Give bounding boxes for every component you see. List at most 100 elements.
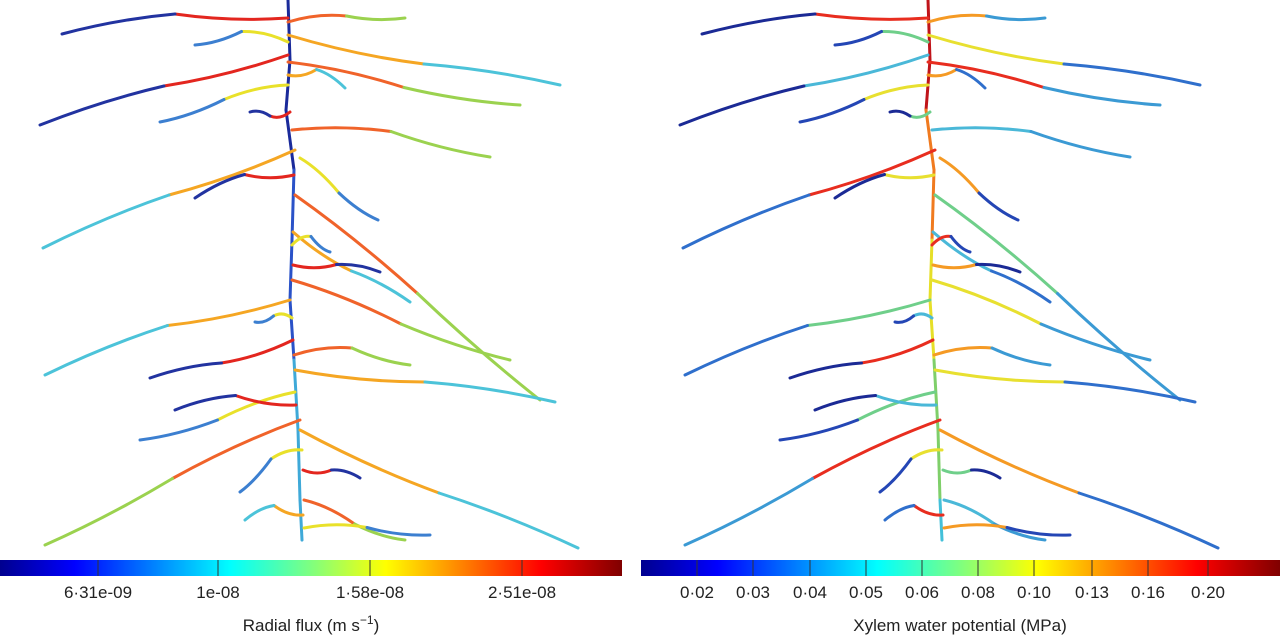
lateral-root [888,109,912,118]
lateral-root [416,292,542,402]
root-drawings [38,0,1220,550]
lateral-root [315,68,347,90]
lateral-root [422,62,562,87]
label-sup: −1 [360,613,374,627]
lateral-root [938,156,981,195]
lateral-root [302,523,369,530]
lateral-root [290,126,393,133]
lateral-root [243,504,276,522]
taproot [288,238,294,302]
lateral-root [985,14,1047,22]
lateral-root [193,30,243,47]
lateral-root [286,13,348,24]
lateral-root [833,173,886,200]
taproot [928,238,934,302]
taproot [936,428,942,502]
lateral-root [269,448,304,461]
colorbar-tick-label: 2·51e-08 [488,583,556,602]
lateral-root [806,298,932,327]
lateral-root [286,33,426,66]
colorbar-tick-label: 0·08 [961,583,995,602]
colorbar-tick-label: 0·02 [680,583,714,602]
lateral-root [216,390,297,422]
taproot [932,358,940,432]
lateral-root [43,477,174,547]
lateral-root [423,380,557,404]
lateral-root [883,504,916,522]
lateral-root [301,468,333,475]
lateral-root [291,263,338,270]
taproot [298,498,304,542]
lateral-root [173,394,237,412]
lateral-root [293,368,427,384]
lateral-root [912,312,934,320]
colorbar-tick-label: 0·10 [1017,583,1051,602]
lateral-root [1056,292,1182,402]
lateral-root [402,86,522,107]
lateral-root [778,418,859,442]
lateral-root [286,60,406,89]
lateral-root [912,504,945,517]
lateral-root [880,29,930,44]
lateral-root [678,84,806,127]
colorbar-tick-label: 0·16 [1131,583,1165,602]
taproot [296,428,302,502]
lateral-root [942,498,996,526]
lateral-root [700,12,817,36]
lateral-root [350,269,412,304]
lateral-root [272,312,294,320]
lateral-root [926,13,988,24]
lateral-root [788,361,863,380]
lateral-root [933,193,1059,295]
lateral-root [930,278,1043,326]
lateral-root [234,394,298,407]
taproot [288,298,296,362]
lateral-root [335,262,382,274]
lateral-root [253,314,275,324]
lateral-root [856,390,937,422]
lateral-root [683,324,809,377]
lateral-root [220,338,295,365]
lateral-root [293,193,419,295]
lateral-root [193,173,246,200]
lateral-root [926,33,1066,66]
lateral-root [1042,86,1162,107]
lateral-root [941,468,973,475]
taproot [928,298,936,362]
lateral-root [158,98,226,124]
lateral-root [833,30,883,47]
lateral-root [955,68,987,90]
lateral-root [171,418,302,480]
lateral-root [977,191,1020,222]
colorbar-tick-label: 0·13 [1075,583,1109,602]
lateral-root [302,498,356,526]
label-end: ) [374,616,380,635]
lateral-root [683,477,814,547]
lateral-root [949,235,972,254]
lateral-root [862,83,930,101]
lateral-root [286,68,318,78]
lateral-root [290,278,403,326]
lateral-root [337,191,380,222]
colorbar-tick-label: 1e-08 [196,583,239,602]
lateral-root [330,468,362,480]
lateral-root [345,14,407,22]
lateral-root [942,523,1009,530]
lateral-root [138,418,219,442]
lateral-root [932,346,994,357]
colorbar-tick-label: 1·58e-08 [336,583,404,602]
lateral-root [938,428,1081,495]
lateral-root [926,60,1046,89]
taproot [292,358,300,432]
taproot [286,0,292,62]
colorbar-ticks: 6·31e-09 1e-08 1·58e-08 2·51e-08 0·02 0·03 0·0… [64,560,1225,602]
lateral-root [389,130,492,159]
lateral-root [173,12,290,21]
lateral-root [166,298,292,327]
lateral-root [970,468,1002,480]
lateral-root [930,126,1033,133]
lateral-root [878,457,913,494]
lateral-root [60,12,177,36]
lateral-root [931,230,993,273]
